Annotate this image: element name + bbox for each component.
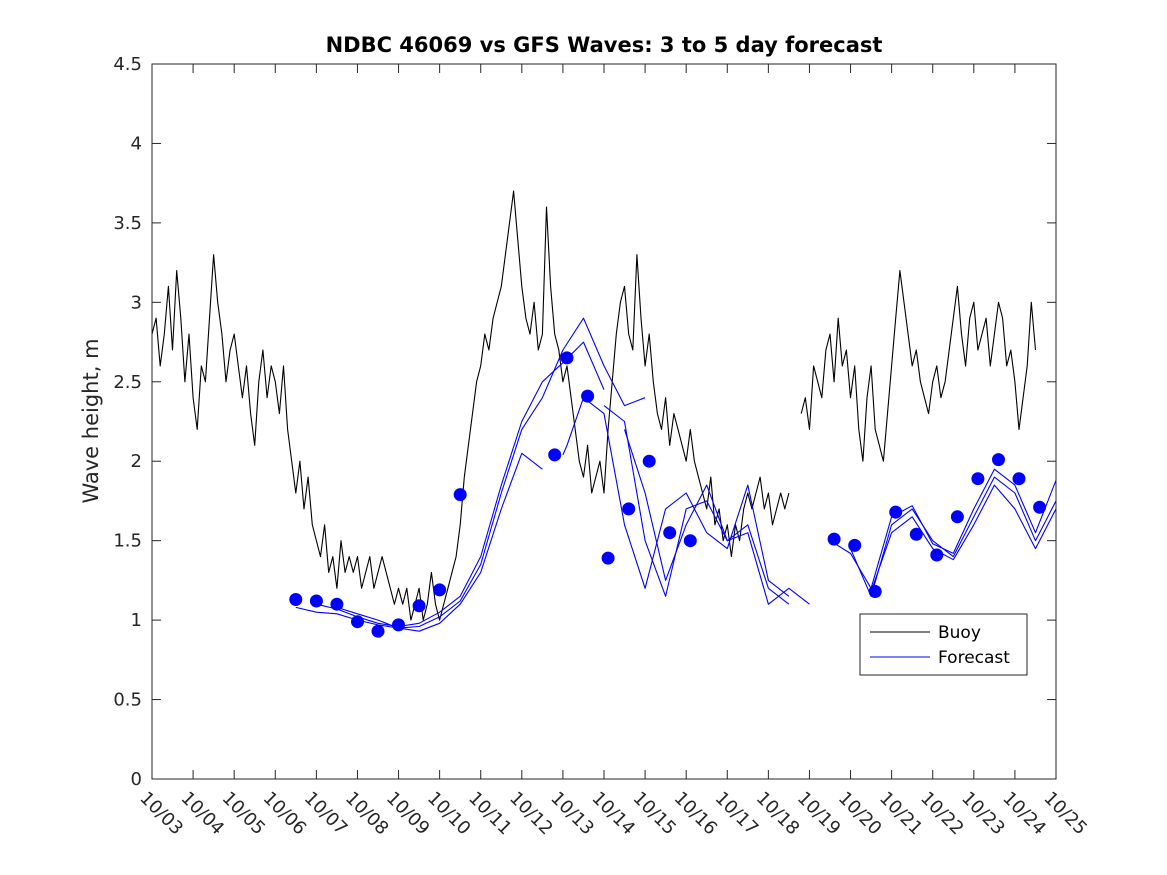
legend-forecast-label: Forecast (938, 648, 1010, 668)
y-tick-label: 4 (131, 133, 142, 154)
x-tick-label: 10/19 (793, 788, 845, 840)
forecast-marker (392, 618, 405, 632)
forecast-marker (889, 505, 903, 519)
forecast-marker (289, 593, 303, 606)
forecast-line-segment-1 (316, 341, 605, 628)
forecast-marker (642, 454, 656, 468)
x-tick-label: 10/07 (300, 788, 352, 840)
forecast-marker (1012, 472, 1026, 486)
forecast-marker (330, 597, 344, 611)
forecast-marker (909, 527, 923, 541)
x-tick-label: 10/04 (177, 788, 229, 840)
forecast-marker (868, 585, 882, 598)
x-tick-label: 10/18 (752, 788, 804, 840)
x-tick-label: 10/17 (711, 788, 763, 840)
x-tick-label: 10/12 (505, 788, 557, 840)
y-tick-label: 1.5 (113, 531, 142, 552)
x-tick-label: 10/20 (834, 788, 886, 840)
forecast-marker (581, 389, 595, 403)
forecast-marker (601, 551, 615, 565)
x-tick-label: 10/09 (382, 788, 434, 840)
x-tick-label: 10/16 (670, 788, 722, 840)
x-tick-label: 10/21 (875, 788, 927, 840)
buoy-line-segment-1 (800, 270, 1037, 462)
y-tick-label: 3.5 (113, 213, 142, 234)
forecast-marker (433, 583, 447, 597)
chart-title: NDBC 46069 vs GFS Waves: 3 to 5 day fore… (326, 33, 883, 57)
forecast-marker (971, 472, 985, 486)
y-tick-label: 4.5 (113, 54, 142, 75)
legend-buoy-label: Buoy (938, 623, 981, 643)
x-tick-label: 10/15 (629, 788, 681, 840)
x-tick-label: 10/22 (916, 788, 968, 840)
forecast-marker (683, 534, 697, 548)
forecast-marker (453, 488, 467, 502)
legend: Buoy Forecast (859, 613, 1028, 676)
y-axis-label: Wave height, m (79, 338, 103, 503)
series-layer (152, 190, 1056, 638)
forecast-marker (371, 624, 385, 638)
forecast-marker (827, 532, 841, 546)
forecast-marker (1033, 500, 1047, 514)
forecast-marker (548, 448, 562, 462)
y-tick-label: 0.5 (113, 690, 142, 711)
buoy-line-segment-0 (152, 190, 790, 621)
forecast-marker (560, 351, 574, 365)
y-tick-label: 2.5 (113, 372, 142, 393)
forecast-line-segment-8 (870, 484, 1056, 592)
forecast-marker (622, 502, 636, 516)
forecast-marker (351, 615, 364, 629)
x-tick-label: 10/14 (587, 788, 639, 840)
forecast-line-segment-2 (336, 452, 543, 632)
x-tick-label: 10/10 (423, 788, 475, 840)
y-tick-label: 2 (131, 451, 142, 472)
y-tick-label: 0 (131, 769, 142, 790)
forecast-marker (950, 510, 964, 524)
y-axis: 0 0.5 1 1.5 2 2.5 3 3.5 4 4.5 (113, 54, 1056, 790)
forecast-line-segment-5 (623, 429, 810, 605)
x-tick-label: 10/13 (546, 788, 598, 840)
forecast-marker (930, 548, 944, 562)
forecast-marker (848, 538, 862, 552)
forecast-marker (309, 594, 323, 608)
y-tick-label: 3 (131, 292, 142, 313)
forecast-line-segment-6 (829, 468, 1056, 589)
forecast-marker (663, 526, 677, 540)
x-tick-label: 10/23 (957, 788, 1009, 840)
x-tick-label: 10/25 (1039, 788, 1091, 840)
y-tick-label: 1 (131, 610, 142, 631)
forecast-marker (412, 599, 426, 613)
x-tick-label: 10/03 (135, 788, 187, 840)
x-tick-label: 10/05 (218, 788, 270, 840)
forecast-line-segment-7 (849, 476, 1056, 597)
legend-box (859, 613, 1028, 676)
x-tick-label: 10/06 (259, 788, 311, 840)
x-axis: 10/0310/0410/0510/0610/0710/0810/0910/10… (135, 64, 1091, 839)
x-tick-label: 10/24 (998, 788, 1050, 840)
x-tick-label: 10/11 (464, 788, 516, 840)
forecast-marker (992, 453, 1005, 467)
x-tick-label: 10/08 (341, 788, 393, 840)
